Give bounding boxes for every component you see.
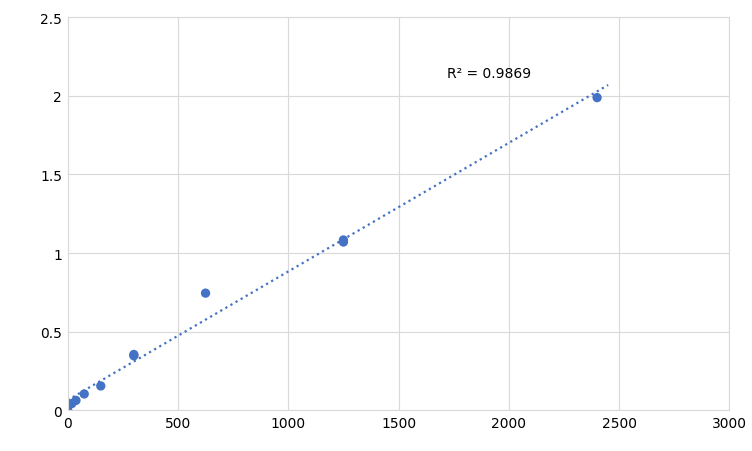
Point: [66, 400, 77, 407]
Point: [95, 382, 107, 390]
Text: R² = 0.9869: R² = 0.9869: [447, 67, 531, 81]
Point: [128, 352, 140, 359]
Point: [338, 239, 350, 246]
Point: [128, 351, 140, 358]
Point: [591, 95, 603, 102]
Point: [70, 397, 82, 404]
Point: [78, 391, 90, 398]
Point: [62, 406, 74, 414]
Point: [338, 237, 350, 244]
Point: [199, 290, 211, 297]
